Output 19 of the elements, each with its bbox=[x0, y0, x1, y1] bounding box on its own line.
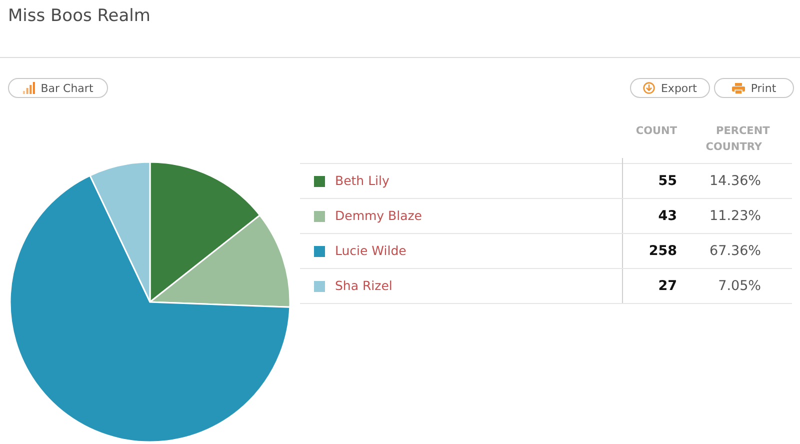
legend-label: Demmy Blaze bbox=[335, 208, 422, 223]
chart-type-button[interactable]: Bar Chart bbox=[8, 78, 108, 98]
text: 7.05% bbox=[718, 278, 761, 294]
print-button[interactable]: Print bbox=[714, 78, 794, 98]
text: 14.36% bbox=[710, 173, 761, 189]
export-button[interactable]: Export bbox=[630, 78, 710, 98]
text: 11.23% bbox=[710, 208, 761, 224]
legend-label: Sha Rizel bbox=[335, 278, 392, 293]
chart-title: Miss Boos Realm bbox=[8, 6, 150, 26]
legend-label: Beth Lily bbox=[335, 173, 390, 188]
data-label: 43 bbox=[658, 208, 677, 224]
text: COUNT bbox=[636, 125, 677, 137]
text: PERCENT bbox=[716, 125, 770, 137]
text: COUNTRY bbox=[706, 141, 762, 153]
data-label: 258 bbox=[648, 243, 677, 259]
data-label: 27 bbox=[658, 278, 677, 294]
text: 67.36% bbox=[710, 243, 761, 259]
data-label: 55 bbox=[658, 173, 677, 189]
legend-label: Lucie Wilde bbox=[335, 243, 406, 258]
